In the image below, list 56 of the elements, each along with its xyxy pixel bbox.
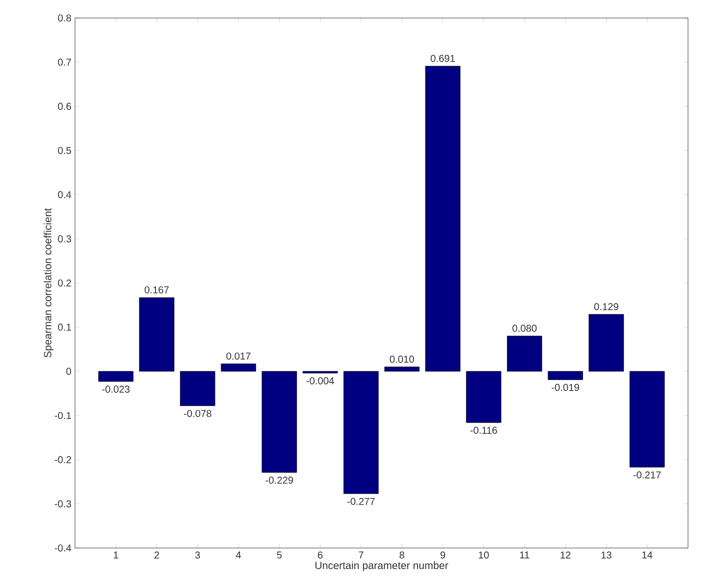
y-tick-label: 0.5 [58,146,72,154]
data-label: 0.129 [594,303,618,310]
x-axis-title: Uncertain parameter number [315,561,448,572]
data-label: -0.019 [552,384,580,391]
x-tick-label: 14 [642,552,652,558]
bar [588,314,624,372]
y-tick-label: 0 [66,368,72,375]
bar [139,297,174,372]
data-label: 0.017 [226,352,250,360]
bar [384,366,420,372]
data-label: -0.078 [184,410,212,418]
data-label: 0.167 [144,286,169,294]
y-tick-label: -0.3 [54,500,72,508]
y-tick-label: 0.7 [58,58,71,66]
x-tick-label: 6 [318,552,323,559]
x-tick-label: 7 [358,552,364,558]
bar [466,371,502,423]
x-tick-label: 4 [236,552,241,558]
y-tick-label: 0.4 [58,191,72,198]
x-tick-label: 1 [114,552,118,558]
y-axis-title: Spearman correlation coefficient [44,208,54,358]
bar [262,371,297,473]
x-tick-label: 5 [276,552,282,558]
x-tick-label: 2 [154,552,160,558]
data-label: 0.691 [430,54,455,62]
x-tick-label: 10 [478,552,489,559]
x-tick-label: 12 [560,552,570,558]
bar [506,336,542,372]
data-label: 0.080 [512,324,537,332]
y-tick-label: -0.2 [54,456,71,464]
y-tick-label: 0.3 [58,235,72,242]
data-label: 0.010 [390,356,414,363]
x-tick-label: 3 [195,552,200,559]
x-tick-label: 11 [520,552,530,558]
y-tick-label: -0.4 [54,544,72,552]
data-label: -0.023 [102,386,130,393]
y-tick-label: 0.2 [58,279,71,287]
x-tick-label: 8 [400,552,404,559]
y-tick-label: -0.1 [54,412,72,420]
data-label: -0.116 [470,426,497,434]
bar [344,371,379,494]
data-label: -0.004 [306,377,334,384]
bar [180,371,216,406]
bar [98,371,134,382]
y-tick-label: 0.6 [58,102,72,110]
bar [630,371,665,468]
data-label: -0.217 [633,471,661,478]
bar [220,364,256,372]
data-label: -0.229 [266,476,293,484]
bar [425,66,460,372]
data-label: -0.277 [347,498,375,505]
x-tick-label: 13 [602,552,612,559]
x-tick-label: 9 [440,552,446,559]
y-tick-label: 0.8 [58,14,72,22]
y-tick-label: 0.1 [58,324,72,331]
bar [548,371,583,380]
